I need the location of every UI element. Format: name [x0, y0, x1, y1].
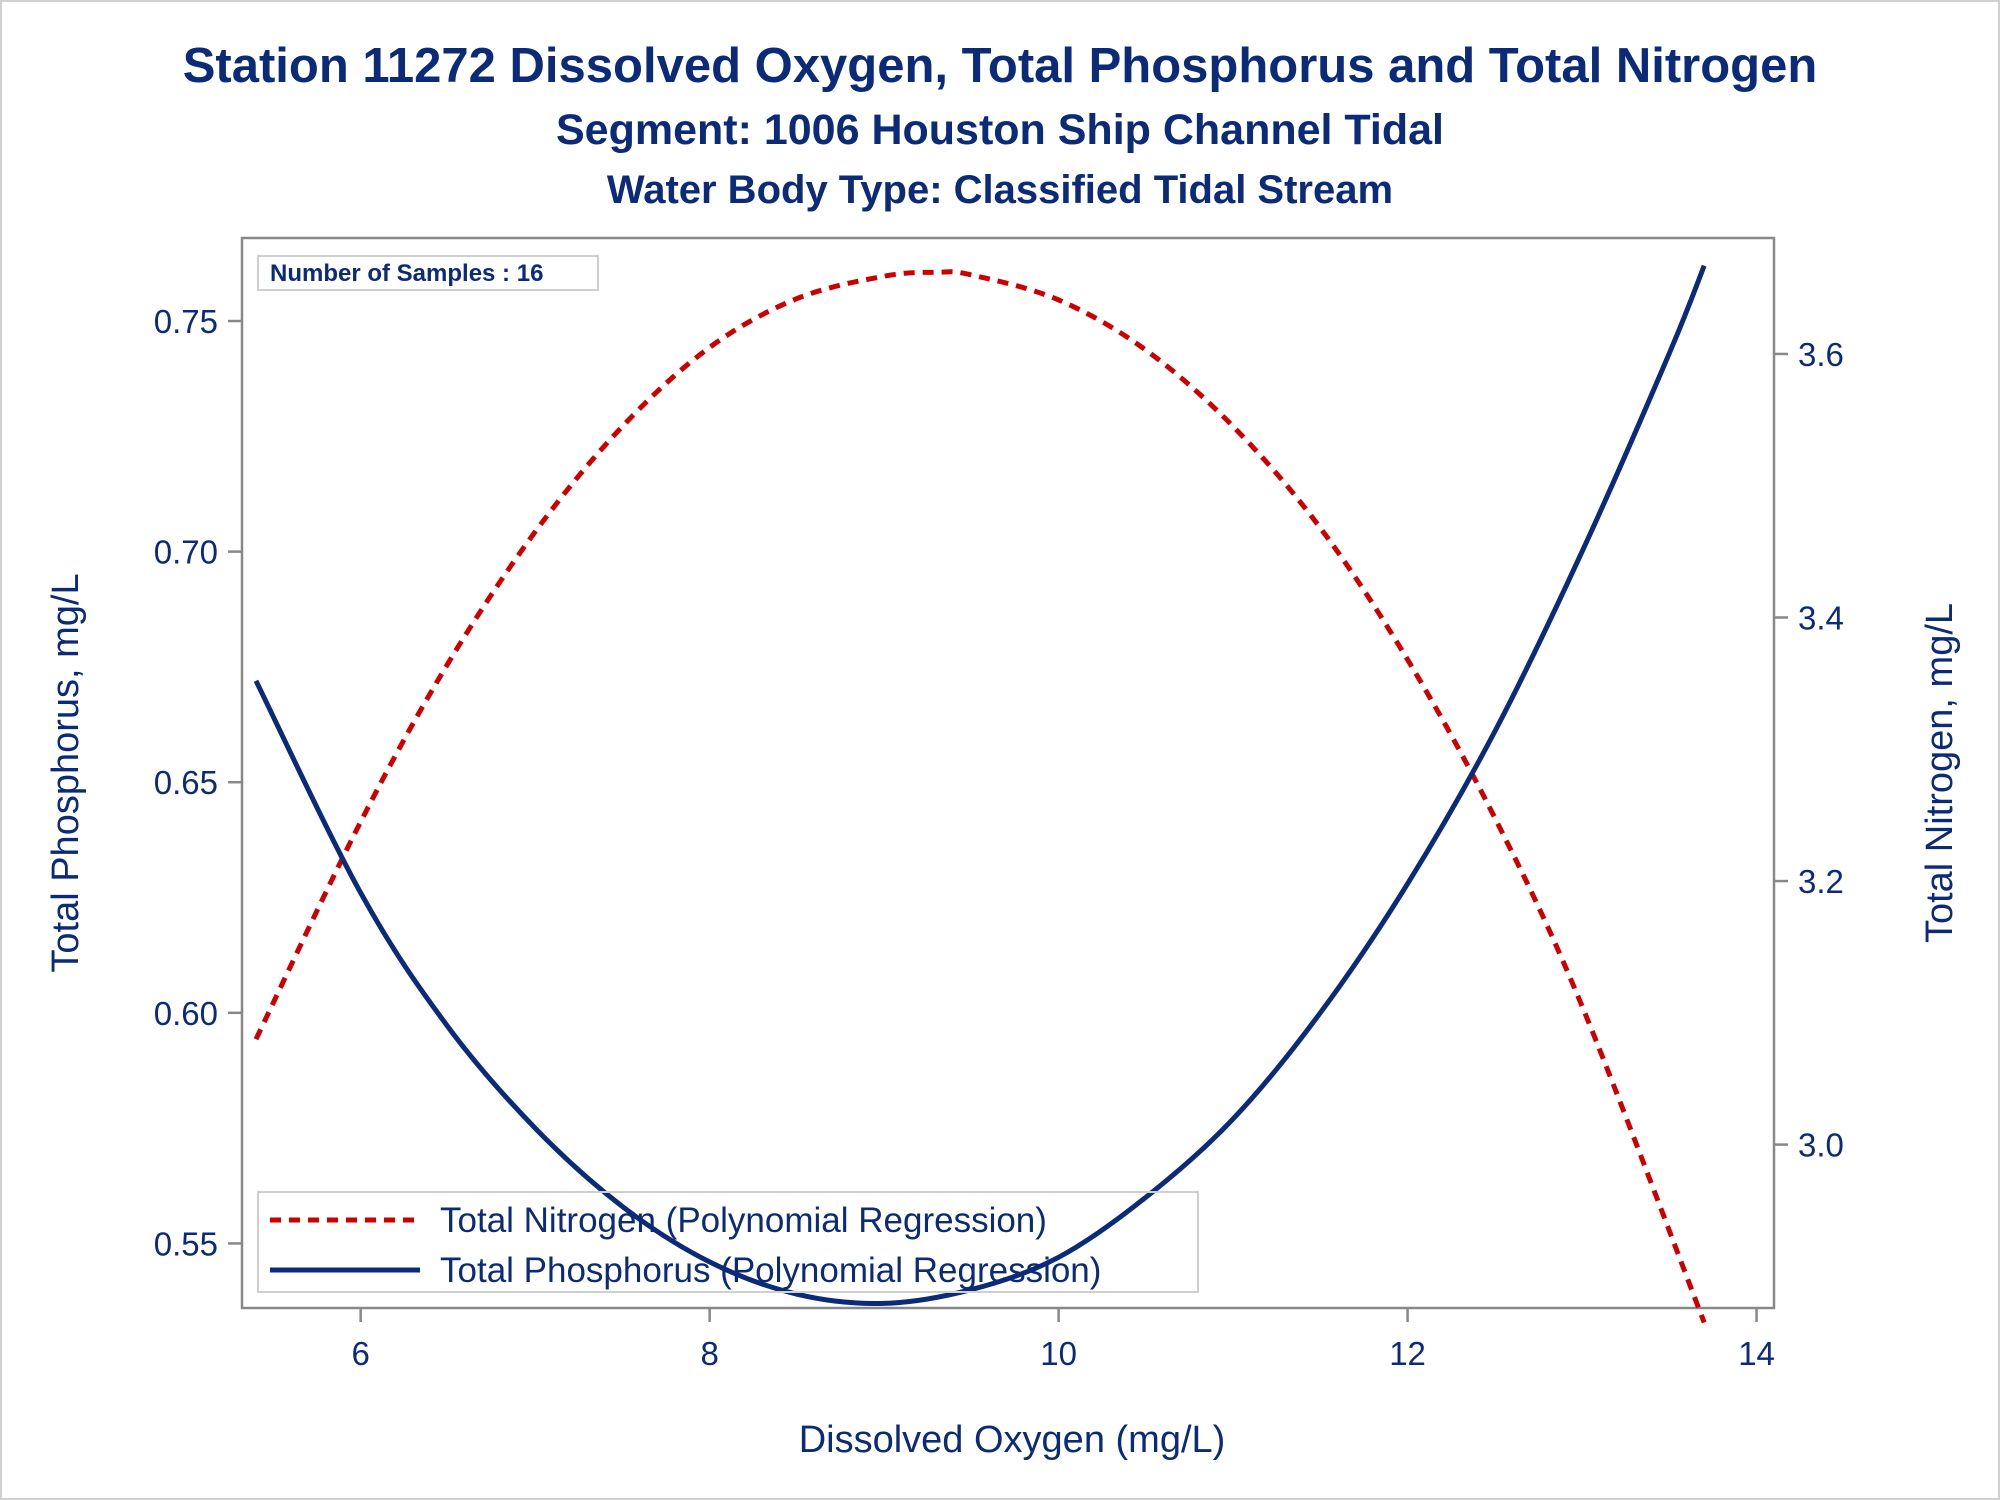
series-layer — [253, 264, 1707, 1324]
chart-subtitle-waterbody: Water Body Type: Classified Tidal Stream — [606, 168, 1394, 212]
y-axis-right-label: Total Nitrogen, mg/L — [1919, 603, 1961, 943]
legend: Total Nitrogen (Polynomial Regression) To… — [257, 1191, 1199, 1293]
samples-inset-label: Number of Samples : 16 — [270, 260, 543, 287]
legend-entry-label: Total Phosphorus (Polynomial Regression) — [440, 1251, 1101, 1290]
plot-area — [240, 236, 1776, 1310]
samples-inset: Number of Samples : 16 — [257, 255, 599, 291]
y-tick-label: 0.75 — [154, 303, 218, 340]
y-axis-left: 0.55 0.60 0.65 0.70 0.75 — [154, 303, 242, 1262]
y-axis-left-label: Total Phosphorus, mg/L — [45, 573, 87, 972]
y2-tick-label: 3.4 — [1798, 600, 1844, 637]
x-tick-label: 8 — [700, 1335, 718, 1372]
y-tick-label: 0.60 — [154, 995, 218, 1032]
legend-box — [257, 1191, 1199, 1293]
x-tick-label: 14 — [1738, 1335, 1775, 1372]
x-axis-label: Dissolved Oxygen (mg/L) — [799, 1419, 1226, 1461]
chart-subtitle-segment: Segment: 1006 Houston Ship Channel Tidal — [555, 106, 1444, 154]
series-line-total-phosphorus — [253, 264, 1707, 1307]
legend-entry-label: Total Nitrogen (Polynomial Regression) — [440, 1201, 1047, 1240]
y-tick-label: 0.65 — [154, 764, 218, 801]
y2-tick-label: 3.2 — [1798, 863, 1844, 900]
samples-inset-box — [257, 255, 599, 291]
y-axis-right: 3.0 3.2 3.4 3.6 — [1774, 336, 1844, 1164]
x-axis: 6 8 10 12 14 — [351, 1308, 1775, 1372]
chart-title: Station 11272 Dissolved Oxygen, Total Ph… — [182, 39, 1818, 93]
x-tick-label: 10 — [1040, 1335, 1077, 1372]
x-tick-label: 12 — [1389, 1335, 1426, 1372]
y-tick-label: 0.70 — [154, 534, 218, 571]
series-line-total-nitrogen — [253, 269, 1707, 1324]
y-tick-label: 0.55 — [154, 1225, 218, 1262]
y2-tick-label: 3.6 — [1798, 336, 1844, 373]
x-tick-label: 6 — [351, 1335, 369, 1372]
y2-tick-label: 3.0 — [1798, 1127, 1844, 1164]
